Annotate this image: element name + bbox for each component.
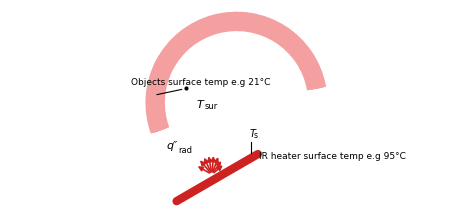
Text: Objects surface temp e.g 21°C: Objects surface temp e.g 21°C	[131, 78, 270, 87]
Text: IR heater surface temp e.g 95°C: IR heater surface temp e.g 95°C	[259, 152, 406, 161]
Text: s: s	[253, 131, 257, 140]
Text: T: T	[249, 129, 255, 139]
Text: T: T	[197, 100, 204, 110]
Text: sur: sur	[205, 102, 219, 111]
Text: q″: q″	[166, 141, 178, 150]
Text: rad: rad	[179, 146, 193, 155]
